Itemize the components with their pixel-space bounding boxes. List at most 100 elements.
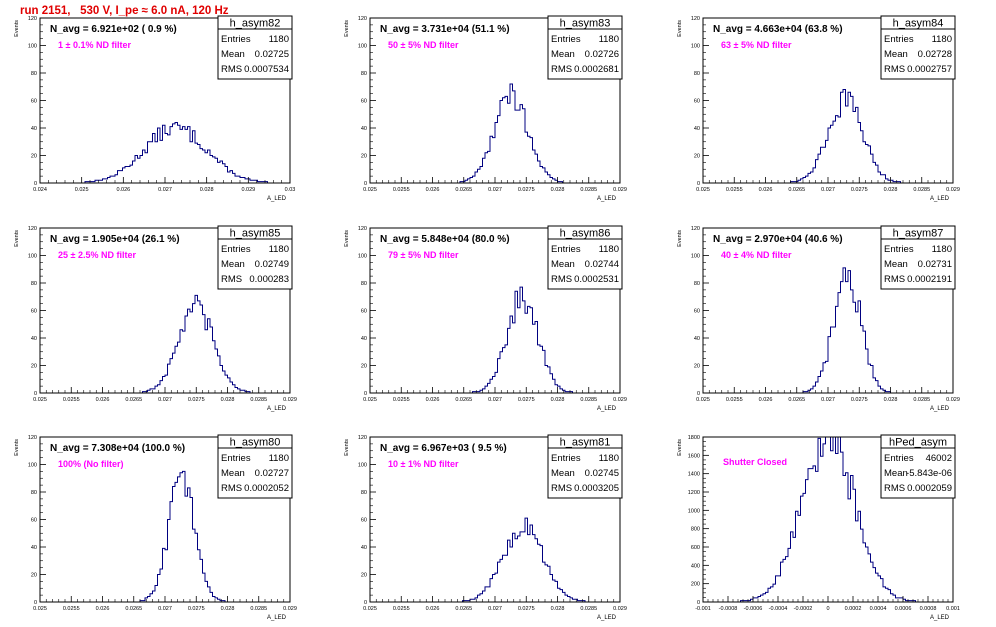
y-tick-label: 40 xyxy=(361,336,367,342)
stats-title: h_asym87 xyxy=(893,228,944,240)
x-axis-label: A_LED xyxy=(267,196,287,202)
x-tick-label: 0.0265 xyxy=(788,187,805,193)
y-tick-label: 120 xyxy=(691,226,700,232)
x-tick-label: 0.0275 xyxy=(188,606,205,612)
x-axis-label: A_LED xyxy=(597,196,617,202)
x-tick-label: 0.027 xyxy=(488,606,502,612)
annotation-text: 40 ± 4% ND filter xyxy=(721,250,792,260)
histogram-line xyxy=(703,89,953,184)
stats-mean-label: Mean xyxy=(551,468,575,479)
header-box: N_avg = 3.731e+04 (51.1 %) xyxy=(373,21,525,35)
histogram-svg: 0 20 40 60 80 100 120 0.024 0.025 0.026 0.027 0.028… xyxy=(14,15,296,202)
y-tick-label: 1800 xyxy=(688,435,700,441)
y-axis-label: Events xyxy=(344,20,350,37)
stats-entries-value: 1180 xyxy=(599,34,619,45)
stats-entries-label: Entries xyxy=(884,244,914,255)
histogram-svg: 0 20 40 60 80 100 120 0.025 0.0255 0.026 0.0265 0.0… xyxy=(677,15,960,202)
y-tick-label: 120 xyxy=(28,226,37,232)
x-tick-label: 0.026 xyxy=(759,397,773,403)
x-tick-label: 0.028 xyxy=(221,397,235,403)
stats-mean-value: -5.843e-06 xyxy=(906,468,952,479)
y-axis-label: Events xyxy=(14,230,20,247)
header-text: N_avg = 6.967e+03 ( 9.5 %) xyxy=(380,443,507,454)
y-tick-label: 80 xyxy=(694,71,700,77)
x-tick-label: 0.0265 xyxy=(455,397,472,403)
stats-entries-value: 1180 xyxy=(599,244,619,255)
x-tick-label: 0.028 xyxy=(884,187,898,193)
stats-rms-label: RMS xyxy=(884,64,905,75)
y-tick-label: 40 xyxy=(31,126,37,132)
x-tick-label: 0.0285 xyxy=(913,397,930,403)
annotation-text: 1 ± 0.1% ND filter xyxy=(58,40,131,50)
y-tick-label: 0 xyxy=(364,181,367,187)
x-tick-label: 0.029 xyxy=(946,187,960,193)
x-tick-label: 0.0265 xyxy=(455,606,472,612)
stats-mean-value: 0.02727 xyxy=(255,468,289,479)
stats-rms-label: RMS xyxy=(551,483,572,494)
x-tick-label: 0.029 xyxy=(613,606,627,612)
x-tick-label: 0.027 xyxy=(488,397,502,403)
y-tick-label: 60 xyxy=(361,309,367,315)
x-tick-label: 0.0265 xyxy=(125,397,142,403)
histogram-svg: 0 200 400 600 800 1000 1200 1400 1600 1800 -0.001 -… xyxy=(677,434,960,621)
stats-rms-value: 0.0002052 xyxy=(244,483,289,494)
x-tick-label: 0.025 xyxy=(363,397,377,403)
stats-mean-label: Mean xyxy=(884,259,908,270)
x-tick-label: 0.029 xyxy=(613,187,627,193)
histogram-panel-h_asym87: 0 20 40 60 80 100 120 0.025 0.0255 0.026 0.0265 0.0… xyxy=(673,225,968,418)
stats-mean-value: 0.02731 xyxy=(918,259,952,270)
x-tick-label: 0.027 xyxy=(488,187,502,193)
y-tick-label: 1200 xyxy=(688,490,700,496)
header-text: N_avg = 2.970e+04 (40.6 %) xyxy=(713,234,843,245)
y-tick-label: 80 xyxy=(361,71,367,77)
annotation-text: 10 ± 1% ND filter xyxy=(388,459,459,469)
header-text: N_avg = 1.905e+04 (26.1 %) xyxy=(50,234,180,245)
x-tick-label: 0.029 xyxy=(946,397,960,403)
stats-entries-label: Entries xyxy=(221,34,251,45)
x-tick-label: 0.0255 xyxy=(726,187,743,193)
x-axis-label: A_LED xyxy=(267,406,287,412)
header-box: N_avg = 4.663e+04 (63.8 %) xyxy=(706,21,858,35)
x-tick-label: 0.026 xyxy=(96,606,110,612)
histogram-svg: 0 20 40 60 80 100 120 0.025 0.0255 0.026 0.0265 0.0… xyxy=(344,15,627,202)
y-tick-label: 0 xyxy=(697,391,700,397)
stats-title: h_asym85 xyxy=(230,228,281,240)
stats-entries-value: 1180 xyxy=(269,244,289,255)
x-tick-label: 0.0285 xyxy=(580,397,597,403)
x-tick-label: 0.03 xyxy=(285,187,296,193)
x-tick-label: 0.025 xyxy=(33,397,47,403)
y-tick-label: 40 xyxy=(361,126,367,132)
stats-mean-value: 0.02745 xyxy=(585,468,619,479)
x-tick-label: 0.0006 xyxy=(895,606,912,612)
stats-entries-value: 1180 xyxy=(599,453,619,464)
stats-entries-label: Entries xyxy=(551,244,581,255)
x-tick-label: 0.0255 xyxy=(393,397,410,403)
histogram-panel-h_asym83: 0 20 40 60 80 100 120 0.025 0.0255 0.026 0.0265 0.0… xyxy=(340,15,635,208)
histogram-panel-h_asym85: 0 20 40 60 80 100 120 0.025 0.0255 0.026 0.0265 0.0… xyxy=(10,225,305,418)
x-tick-label: 0.0255 xyxy=(393,187,410,193)
y-tick-label: 120 xyxy=(28,16,37,22)
x-tick-label: 0.0275 xyxy=(518,606,535,612)
y-tick-label: 100 xyxy=(358,254,367,260)
y-tick-label: 60 xyxy=(31,99,37,105)
y-tick-label: 0 xyxy=(34,600,37,606)
x-tick-label: 0.027 xyxy=(821,187,835,193)
x-axis-label: A_LED xyxy=(930,406,950,412)
x-tick-label: 0.028 xyxy=(551,187,565,193)
x-tick-label: -0.0004 xyxy=(769,606,788,612)
y-tick-label: 100 xyxy=(28,44,37,50)
x-tick-label: 0.028 xyxy=(884,397,898,403)
y-tick-label: 20 xyxy=(361,154,367,160)
stats-entries-value: 1180 xyxy=(269,453,289,464)
histogram-panel-h_asym86: 0 20 40 60 80 100 120 0.025 0.0255 0.026 0.0265 0.0… xyxy=(340,225,635,418)
x-tick-label: 0.026 xyxy=(426,606,440,612)
y-axis-label: Events xyxy=(14,439,20,456)
x-tick-label: -0.0006 xyxy=(744,606,763,612)
stats-mean-value: 0.02744 xyxy=(585,259,619,270)
y-tick-label: 60 xyxy=(694,309,700,315)
y-tick-label: 800 xyxy=(691,527,700,533)
x-tick-label: 0.027 xyxy=(158,606,172,612)
y-tick-label: 60 xyxy=(694,99,700,105)
stats-mean-label: Mean xyxy=(884,49,908,60)
